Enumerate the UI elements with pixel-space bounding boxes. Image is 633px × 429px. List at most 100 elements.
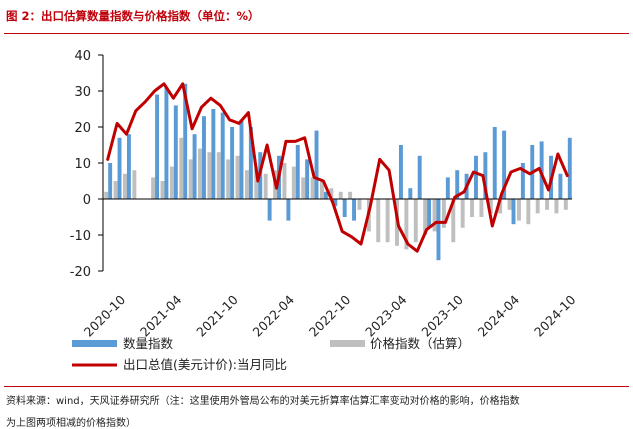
quantity-bar	[267, 199, 272, 221]
quantity-bar	[511, 199, 516, 225]
price-bar	[413, 199, 418, 243]
legend-label-export: 出口总值(美元计价):当月同比	[123, 357, 287, 372]
quantity-bar	[126, 134, 131, 199]
quantity-bar	[445, 177, 450, 199]
price-bar	[198, 148, 202, 199]
price-bar	[263, 173, 268, 199]
quantity-bar	[192, 134, 197, 199]
x-tick-label: 2023-04	[362, 292, 410, 340]
footer-rule	[4, 386, 629, 387]
y-tick-label: 40	[74, 49, 91, 64]
legend-swatch-quantity	[72, 340, 117, 347]
quantity-bar	[417, 155, 422, 199]
quantity-bar	[436, 199, 441, 261]
legend-swatch-price	[330, 340, 365, 347]
price-bar	[169, 166, 174, 199]
quantity-bar	[567, 137, 572, 199]
price-bar	[376, 199, 381, 243]
price-bar	[470, 199, 475, 217]
source-note: 资料来源：wind，天风证券研究所（注：这里使用外管局公布的对美元折算率估算汇率…	[6, 396, 520, 407]
export-growth-line	[106, 82, 569, 253]
quantity-bar	[314, 130, 319, 199]
quantity-bar	[398, 145, 403, 199]
price-bar	[310, 177, 315, 199]
quantity-bar	[286, 199, 291, 221]
x-tick-label: 2024-10	[531, 292, 579, 340]
price-bar	[338, 191, 343, 199]
chart-title: 图 2：出口估算数量指数与价格指数（单位：%）	[6, 9, 260, 23]
price-bar	[432, 199, 437, 232]
quantity-bar	[558, 173, 563, 199]
quantity-bar	[248, 127, 253, 199]
price-bar	[423, 199, 428, 235]
quantity-bar	[455, 170, 460, 199]
quantity-bar	[201, 116, 206, 199]
quantity-bar	[155, 94, 160, 199]
quantity-bar	[239, 119, 244, 199]
price-bar	[563, 199, 568, 210]
price-bar	[104, 191, 109, 199]
x-tick-label: 2021-10	[193, 292, 241, 340]
price-bar	[291, 166, 296, 199]
x-tick-label: 2022-10	[306, 292, 354, 340]
price-bar	[488, 199, 493, 214]
quantity-bar	[183, 83, 188, 199]
y-axis: 40 30 20 10 0 -10 -20	[70, 49, 104, 280]
price-bar	[123, 173, 127, 199]
quantity-bar	[492, 127, 497, 199]
price-bar	[451, 199, 456, 243]
price-bar	[216, 152, 221, 199]
price-bar	[460, 199, 465, 228]
quantity-bar	[108, 163, 113, 199]
price-bar	[319, 181, 324, 199]
y-tick-label: 0	[83, 193, 91, 208]
quantity-bar	[342, 199, 347, 217]
price-bar	[507, 199, 512, 210]
price-bar	[244, 170, 249, 199]
legend-label-price: 价格指数（估算）	[370, 336, 470, 351]
price-bar	[357, 199, 362, 210]
legend-label-quantity: 数量指数	[123, 336, 174, 351]
price-bar	[526, 199, 531, 225]
y-tick-label: 10	[74, 157, 91, 172]
price-bar	[545, 199, 550, 210]
quantity-bar	[408, 188, 413, 199]
price-bar	[516, 199, 521, 221]
price-bar	[301, 177, 306, 199]
price-bar	[207, 152, 212, 199]
quantity-bar	[173, 105, 178, 199]
quantity-bar	[295, 145, 300, 199]
price-bar	[179, 137, 184, 199]
price-bar	[535, 199, 540, 214]
source-note-continued: 为上图两项相减的价格指数）	[6, 418, 136, 429]
price-bar	[554, 199, 559, 214]
quantity-bar	[483, 152, 488, 199]
title-rule	[4, 33, 629, 34]
x-tick-label: 2024-04	[475, 292, 523, 340]
quantity-bar	[352, 199, 357, 221]
quantity-bar	[520, 163, 525, 199]
price-bar	[385, 199, 390, 243]
price-bar	[151, 177, 156, 199]
x-axis: 2020-10 2021-04 2021-10 2022-04 2022-10 2023-…	[81, 292, 579, 340]
price-bar	[441, 199, 446, 228]
x-tick-label: 2021-04	[137, 292, 185, 340]
price-bar	[498, 199, 503, 214]
x-tick-label: 2023-10	[418, 292, 466, 340]
price-bar	[404, 199, 409, 250]
price-bar	[113, 181, 118, 199]
price-bar	[188, 159, 193, 199]
x-tick-label: 2022-04	[250, 292, 298, 340]
price-bar	[254, 166, 259, 199]
y-tick-label: 30	[74, 85, 91, 100]
legend: 数量指数 价格指数（估算） 出口总值(美元计价):当月同比	[72, 336, 470, 372]
y-tick-label: 20	[74, 121, 91, 136]
price-bars	[104, 137, 568, 250]
quantity-bar	[474, 155, 478, 199]
price-bar	[348, 191, 353, 199]
y-tick-label: -10	[70, 229, 91, 244]
price-bar	[479, 199, 484, 217]
quantity-bar	[164, 87, 169, 199]
quantity-bar	[305, 159, 310, 199]
